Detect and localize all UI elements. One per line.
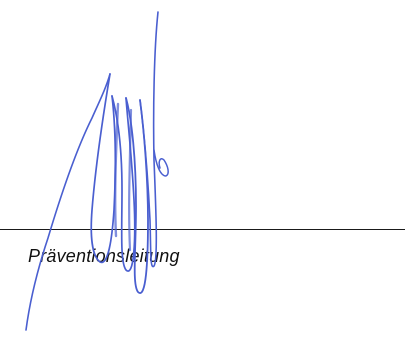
role-caption: Präventionsleitung [28,246,180,266]
signature-line [0,229,405,230]
